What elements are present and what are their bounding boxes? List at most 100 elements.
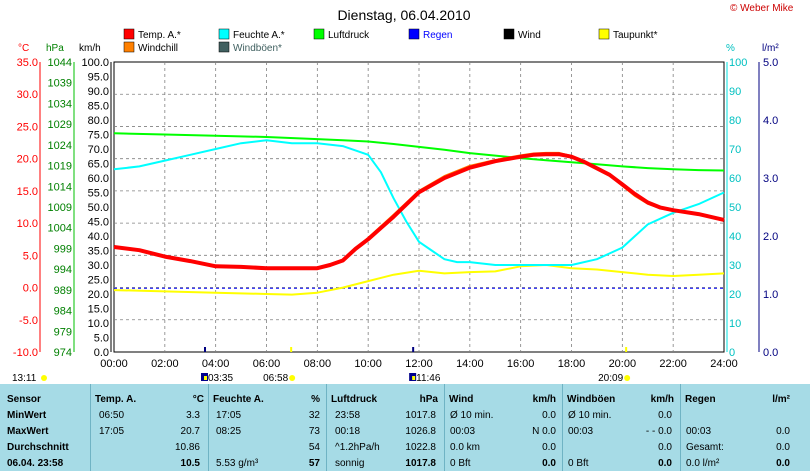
kmh-tick-label: 25.0 [88, 275, 109, 287]
humidity-tick-label: 90 [729, 86, 741, 98]
x-tick-label: 04:00 [202, 358, 230, 370]
hpa-axis-label: hPa [46, 43, 64, 54]
row-temp-time: 17:05 [99, 426, 125, 437]
row-rain-a: 0.0 l/m² [686, 458, 720, 469]
hpa-tick-label: 994 [54, 264, 72, 276]
row-rain-a: Gesamt: [686, 442, 724, 453]
header-pressure-unit: hPa [419, 394, 438, 405]
column-divider [562, 384, 563, 471]
row-rain-b: 0.0 [776, 458, 790, 469]
kmh-tick-label: 100.0 [81, 57, 109, 69]
kmh-tick-label: 35.0 [88, 246, 109, 258]
row-pressure-time: ^1.2hPa/h [335, 442, 380, 453]
row-wind-a: Ø 10 min. [450, 410, 494, 421]
row-temp-value: 10.86 [174, 442, 200, 453]
x-tick-label: 10:00 [354, 358, 382, 370]
x-tick-label: 20:00 [609, 358, 637, 370]
row-humidity-value: 54 [308, 442, 320, 453]
row-gust-b: 0.0 [658, 410, 672, 421]
row-label: MaxWert [7, 426, 49, 437]
row-humidity-time: 5.53 g/m³ [216, 458, 259, 469]
legend-swatch [123, 41, 135, 53]
header-gust: Windböen [567, 394, 616, 405]
header-wind: Wind [449, 394, 474, 405]
kmh-tick-label: 5.0 [94, 333, 109, 345]
sun-marker [289, 375, 296, 381]
legend-swatch [598, 28, 610, 40]
row-pressure-value: 1017.8 [405, 410, 436, 421]
weather-chart: Dienstag, 06.04.2010 Temp. A.* Feuchte A.… [12, 7, 779, 384]
humidity-tick-label: 10 [729, 318, 741, 330]
hpa-tick-label: 974 [54, 347, 72, 359]
hpa-tick-label: 1004 [48, 223, 72, 235]
row-rain-b: 0.0 [776, 426, 790, 437]
stats-table: Sensor Temp. A. °C Feuchte A.% Luftdruck hPa W… [0, 384, 810, 471]
column-divider [444, 384, 445, 471]
header-rain-unit: l/m² [772, 394, 790, 405]
x-tick-label: 00:00 [100, 358, 128, 370]
row-wind-b: 0.0 [542, 458, 556, 469]
time-marker-label: 03:35 [208, 373, 233, 384]
column-divider [326, 384, 327, 471]
row-wind-b: N 0.0 [532, 426, 556, 437]
humidity-tick-label: 40 [729, 231, 741, 243]
rain-tick-label: 1.0 [763, 289, 778, 301]
x-tick-label: 16:00 [507, 358, 535, 370]
legend-entry: Luftdruck [328, 30, 370, 41]
kmh-tick-label: 70.0 [88, 144, 109, 156]
humidity-tick-label: 30 [729, 260, 741, 272]
hpa-tick-label: 1009 [48, 202, 72, 214]
header-humidity: Feuchte A. [213, 394, 264, 405]
legend: Temp. A.* Feuchte A.* Luftdruck Regen Wind Ta… [123, 28, 658, 54]
series-line-temp-a- [113, 152, 725, 271]
kmh-tick-label: 40.0 [88, 231, 109, 243]
legend-swatch [313, 28, 325, 40]
column-divider [90, 384, 91, 471]
axis-labels: °C hPa km/h% l/m² [18, 43, 779, 54]
legend-swatch [218, 41, 230, 53]
row-temp-value: 10.5 [180, 458, 200, 469]
hpa-tick-label: 1039 [48, 78, 72, 90]
rain-tick-label: 5.0 [763, 57, 778, 69]
hpa-tick-label: 1024 [48, 140, 72, 152]
x-tick-label: 18:00 [558, 358, 586, 370]
hpa-tick-label: 1044 [48, 57, 72, 69]
row-pressure-time: sonnig [335, 458, 365, 469]
hpa-tick-label: 1014 [48, 181, 72, 193]
header-temp: Temp. A. [95, 394, 137, 405]
grid [39, 61, 760, 353]
legend-entry: Taupunkt* [613, 30, 658, 41]
rain-tick-label: 0.0 [763, 347, 778, 359]
x-tick-label: 02:00 [151, 358, 179, 370]
row-wind-a: 0.0 km [450, 442, 481, 453]
row-gust-a: Ø 10 min. [568, 410, 612, 421]
kmh-tick-label: 30.0 [88, 260, 109, 272]
temp-tick-label: 0.0 [23, 283, 38, 295]
humidity-tick-label: 100 [729, 57, 747, 69]
humidity-tick-label: 50 [729, 202, 741, 214]
rain-tick-label: 4.0 [763, 115, 778, 127]
temp-tick-label: 15.0 [17, 186, 38, 198]
x-tick-label: 08:00 [304, 358, 332, 370]
humidity-tick-label: 20 [729, 289, 741, 301]
legend-entry: Feuchte A.* [233, 30, 285, 41]
header-rain: Regen [685, 394, 716, 405]
row-rain-b: 0.0 [776, 442, 790, 453]
x-tick-label: 14:00 [456, 358, 484, 370]
row-gust-b: 0.0 [658, 442, 672, 453]
kmh-tick-label: 80.0 [88, 115, 109, 127]
temp-tick-label: 5.0 [23, 250, 38, 262]
hpa-tick-label: 979 [54, 326, 72, 338]
time-marker-label: 06:58 [263, 373, 288, 384]
legend-entry: Windchill [138, 43, 178, 54]
kmh-tick-label: 15.0 [88, 304, 109, 316]
row-pressure-value: 1022.8 [405, 442, 436, 453]
temp-tick-label: -10.0 [13, 347, 38, 359]
sun-marker [41, 375, 47, 381]
row-label: Durchschnitt [7, 442, 69, 453]
temp-tick-label: 30.0 [17, 89, 38, 101]
row-temp-time: 06:50 [99, 410, 125, 421]
kmh-tick-label: 45.0 [88, 217, 109, 229]
header-sensor: Sensor [7, 394, 41, 405]
row-label: MinWert [7, 410, 47, 421]
